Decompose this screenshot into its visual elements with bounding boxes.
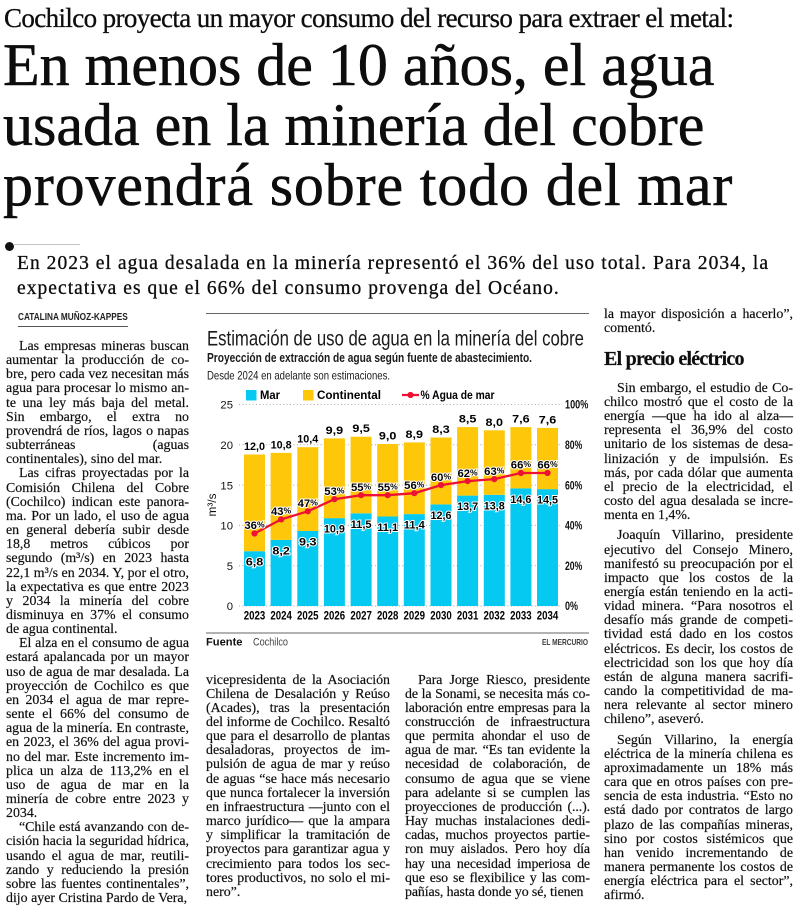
svg-text:8,9: 8,9 <box>406 429 424 441</box>
svg-text:7,6: 7,6 <box>512 414 530 426</box>
svg-text:20%: 20% <box>565 561 582 573</box>
svg-text:Estimación de uso de agua en l: Estimación de uso de agua en la minería … <box>207 327 584 351</box>
svg-text:66%: 66% <box>537 459 558 472</box>
svg-text:80%: 80% <box>565 440 582 452</box>
svg-text:Fuente: Fuente <box>206 637 243 649</box>
svg-text:Proyección de extracción de ag: Proyección de extracción de agua según f… <box>207 351 532 365</box>
svg-text:11,5: 11,5 <box>351 519 372 531</box>
svg-text:55%: 55% <box>378 481 399 494</box>
svg-text:12,0: 12,0 <box>244 441 265 453</box>
svg-text:62%: 62% <box>457 467 478 480</box>
svg-text:10: 10 <box>220 521 233 533</box>
svg-text:63%: 63% <box>484 465 505 478</box>
svg-text:36%: 36% <box>244 520 265 533</box>
svg-text:Cochilco: Cochilco <box>253 637 288 649</box>
svg-text:40%: 40% <box>565 521 582 533</box>
svg-text:2028: 2028 <box>377 611 399 623</box>
svg-text:14,6: 14,6 <box>510 494 531 506</box>
svg-text:9,3: 9,3 <box>299 537 317 549</box>
svg-text:2030: 2030 <box>430 611 452 623</box>
svg-text:13,7: 13,7 <box>457 501 478 513</box>
svg-text:Continental: Continental <box>317 388 381 402</box>
svg-text:11,4: 11,4 <box>404 520 426 532</box>
svg-text:10,4: 10,4 <box>297 434 319 446</box>
svg-text:EL MERCURIO: EL MERCURIO <box>542 637 588 647</box>
svg-text:9,5: 9,5 <box>352 423 370 435</box>
svg-text:9,0: 9,0 <box>379 431 397 443</box>
svg-text:20: 20 <box>220 440 233 452</box>
svg-text:2034: 2034 <box>537 611 559 623</box>
svg-text:2026: 2026 <box>324 611 346 623</box>
svg-text:2032: 2032 <box>484 611 506 623</box>
svg-text:Desde 2024 en adelante son est: Desde 2024 en adelante son estimaciones. <box>207 369 390 383</box>
svg-text:13,8: 13,8 <box>484 500 505 512</box>
svg-text:2024: 2024 <box>270 611 292 623</box>
svg-text:m³/s: m³/s <box>206 493 219 516</box>
svg-text:60%: 60% <box>565 480 582 492</box>
svg-text:0: 0 <box>227 601 233 613</box>
svg-text:25: 25 <box>220 400 233 412</box>
svg-text:0%: 0% <box>565 601 578 613</box>
svg-text:8,2: 8,2 <box>272 545 290 557</box>
svg-text:8,5: 8,5 <box>459 414 477 426</box>
svg-text:43%: 43% <box>271 506 292 518</box>
svg-text:14,5: 14,5 <box>537 495 558 507</box>
svg-text:12,6: 12,6 <box>431 510 452 522</box>
svg-text:11,1: 11,1 <box>377 522 398 534</box>
svg-text:2025: 2025 <box>297 611 319 623</box>
svg-text:2033: 2033 <box>510 611 532 623</box>
svg-text:8,3: 8,3 <box>432 424 450 436</box>
svg-text:2027: 2027 <box>350 611 372 623</box>
svg-text:66%: 66% <box>511 459 532 472</box>
svg-text:6,8: 6,8 <box>246 557 264 569</box>
svg-text:10,9: 10,9 <box>324 524 345 536</box>
svg-text:10,8: 10,8 <box>271 439 292 451</box>
svg-text:56%: 56% <box>404 479 425 492</box>
svg-text:60%: 60% <box>431 471 452 484</box>
svg-text:2031: 2031 <box>457 611 479 623</box>
svg-text:5: 5 <box>227 561 233 573</box>
svg-text:9,9: 9,9 <box>326 425 344 437</box>
svg-text:55%: 55% <box>351 481 372 494</box>
svg-text:7,6: 7,6 <box>539 414 557 426</box>
svg-text:47%: 47% <box>298 498 319 511</box>
svg-text:Mar: Mar <box>260 388 280 402</box>
svg-text:% Agua de mar: % Agua de mar <box>421 388 495 402</box>
svg-text:15: 15 <box>220 480 233 492</box>
svg-text:8,0: 8,0 <box>486 417 504 429</box>
svg-text:53%: 53% <box>324 485 345 498</box>
svg-text:2029: 2029 <box>404 611 426 623</box>
svg-text:2023: 2023 <box>244 611 266 623</box>
svg-text:100%: 100% <box>565 400 588 412</box>
